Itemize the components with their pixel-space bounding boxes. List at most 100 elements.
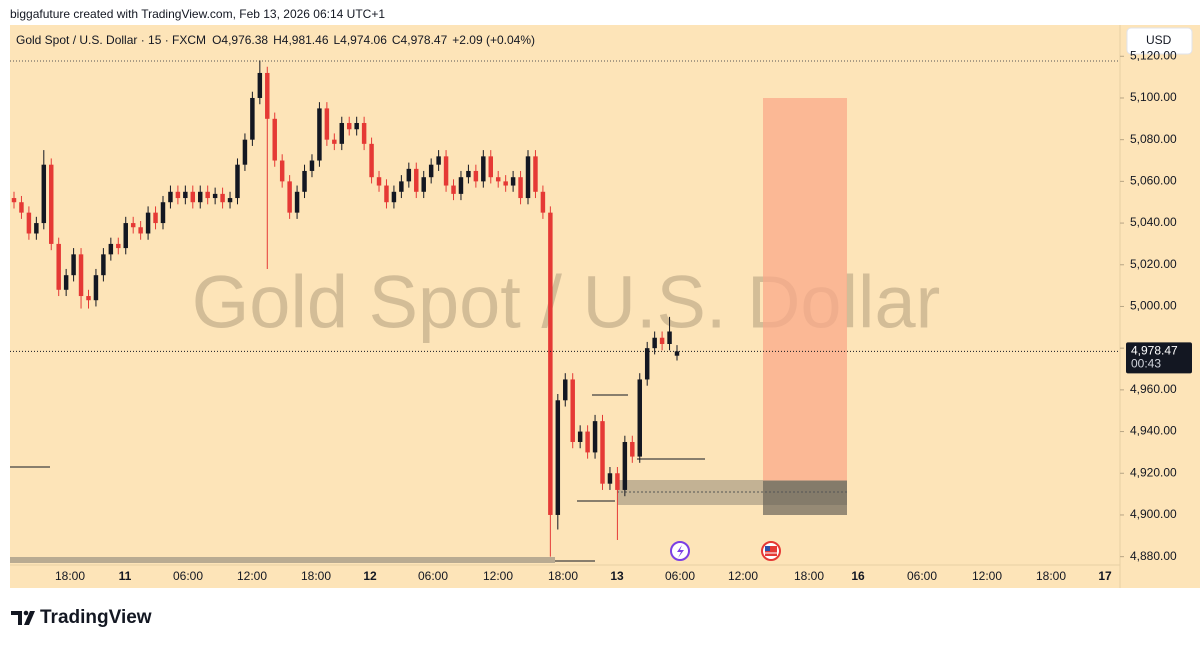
candle-body [659, 337, 665, 344]
x-tick-label: 06:00 [173, 569, 203, 583]
candle-body [227, 198, 233, 203]
y-tick-label: 4,880.00 [1130, 549, 1177, 563]
currency-label: USD [1146, 33, 1172, 47]
flag-glyph [765, 546, 777, 556]
brand-logo: TradingView [11, 607, 152, 628]
candle-body [287, 181, 292, 213]
candle-body [123, 223, 128, 249]
chart-background [10, 25, 1200, 588]
candle-body [160, 202, 166, 224]
x-tick-label: 12:00 [483, 569, 513, 583]
candle-body [503, 181, 508, 186]
drawings [10, 60, 1120, 563]
candle-body [361, 122, 367, 144]
event-icon-glyph [677, 545, 684, 558]
y-tick-label: 4,940.00 [1130, 424, 1177, 438]
candle-body [302, 170, 307, 192]
candle-body [577, 431, 583, 442]
candle-body [279, 160, 285, 182]
candle-body [451, 185, 456, 194]
y-tick-label: 5,080.00 [1130, 132, 1177, 146]
candle-body [555, 400, 561, 515]
candle-body [168, 191, 173, 203]
candle-body [376, 177, 382, 186]
logo-mark [23, 610, 29, 616]
candle-body [369, 143, 374, 178]
legend-low: L4,974.06 [334, 33, 388, 47]
legend-high: H4,981.46 [273, 33, 329, 47]
candle-body [607, 473, 613, 484]
candle-body [145, 212, 151, 234]
candle-body [600, 421, 605, 484]
candle-body [637, 379, 642, 457]
x-tick-label: 12 [363, 569, 377, 583]
candle-body [220, 193, 225, 203]
legend-change: +2.09 (+0.04%) [452, 33, 535, 47]
candle-body [466, 170, 471, 178]
candle-body [421, 177, 426, 192]
candle-body [41, 164, 47, 224]
candle-body [212, 193, 218, 199]
candle-body [71, 254, 76, 276]
candle-body [175, 191, 181, 199]
candle-body [78, 254, 84, 297]
candle-body [235, 164, 240, 199]
countdown-label: 00:43 [1131, 357, 1161, 371]
candle-body [205, 191, 210, 199]
legend-open: O4,976.38 [212, 33, 268, 47]
legend: Gold Spot / U.S. Dollar · 15 · FXCM O4,9… [16, 33, 535, 47]
y-tick-label: 5,120.00 [1130, 48, 1177, 62]
candle-body [257, 72, 263, 98]
candle-body [667, 331, 672, 344]
candle-body [488, 156, 493, 178]
event-icons [670, 541, 781, 561]
candle-body [26, 212, 32, 234]
candle-body [272, 118, 277, 161]
y-tick-label: 5,000.00 [1130, 299, 1177, 313]
candle-body [294, 191, 300, 213]
x-tick-label: 16 [851, 569, 865, 583]
candle-body [242, 139, 248, 165]
candle-body [56, 243, 61, 290]
x-tick-label: 12:00 [728, 569, 758, 583]
candle-body [674, 351, 680, 356]
legend-symbol: Gold Spot / U.S. Dollar · 15 · FXCM [16, 33, 206, 47]
candle-body [19, 202, 24, 213]
candle-body [458, 177, 464, 194]
candle-body [495, 177, 501, 182]
x-tick-label: 06:00 [665, 569, 695, 583]
candle-body [116, 243, 121, 249]
x-tick-label: 18:00 [794, 569, 824, 583]
candle-body [644, 348, 650, 380]
legend-close: C4,978.47 [392, 33, 448, 47]
candle-body [563, 379, 568, 401]
x-tick-label: 12:00 [237, 569, 267, 583]
candle-body [652, 337, 657, 349]
candle-body [630, 441, 635, 457]
candle-body [473, 170, 479, 182]
currency-button[interactable] [1126, 27, 1193, 55]
x-tick-label: 13 [610, 569, 624, 583]
x-tick-label: 12:00 [972, 569, 1002, 583]
candle-body [265, 72, 270, 119]
candle-body [622, 441, 628, 490]
x-tick-label: 18:00 [548, 569, 578, 583]
candle-body [518, 177, 523, 199]
candle-body [525, 156, 531, 199]
candle-body [86, 296, 91, 301]
candle-body [414, 168, 419, 192]
candle-body [346, 122, 352, 130]
candle-body [101, 254, 106, 276]
bottom-band [10, 557, 555, 563]
candle-body [443, 156, 449, 186]
candle-body [11, 198, 17, 203]
candle-body [138, 227, 143, 234]
candle-body [63, 275, 69, 290]
x-tick-label: 17 [1098, 569, 1112, 583]
candle-body [548, 212, 553, 515]
candle-body [540, 191, 546, 213]
candle-body [585, 431, 590, 453]
candle-body [332, 139, 337, 144]
